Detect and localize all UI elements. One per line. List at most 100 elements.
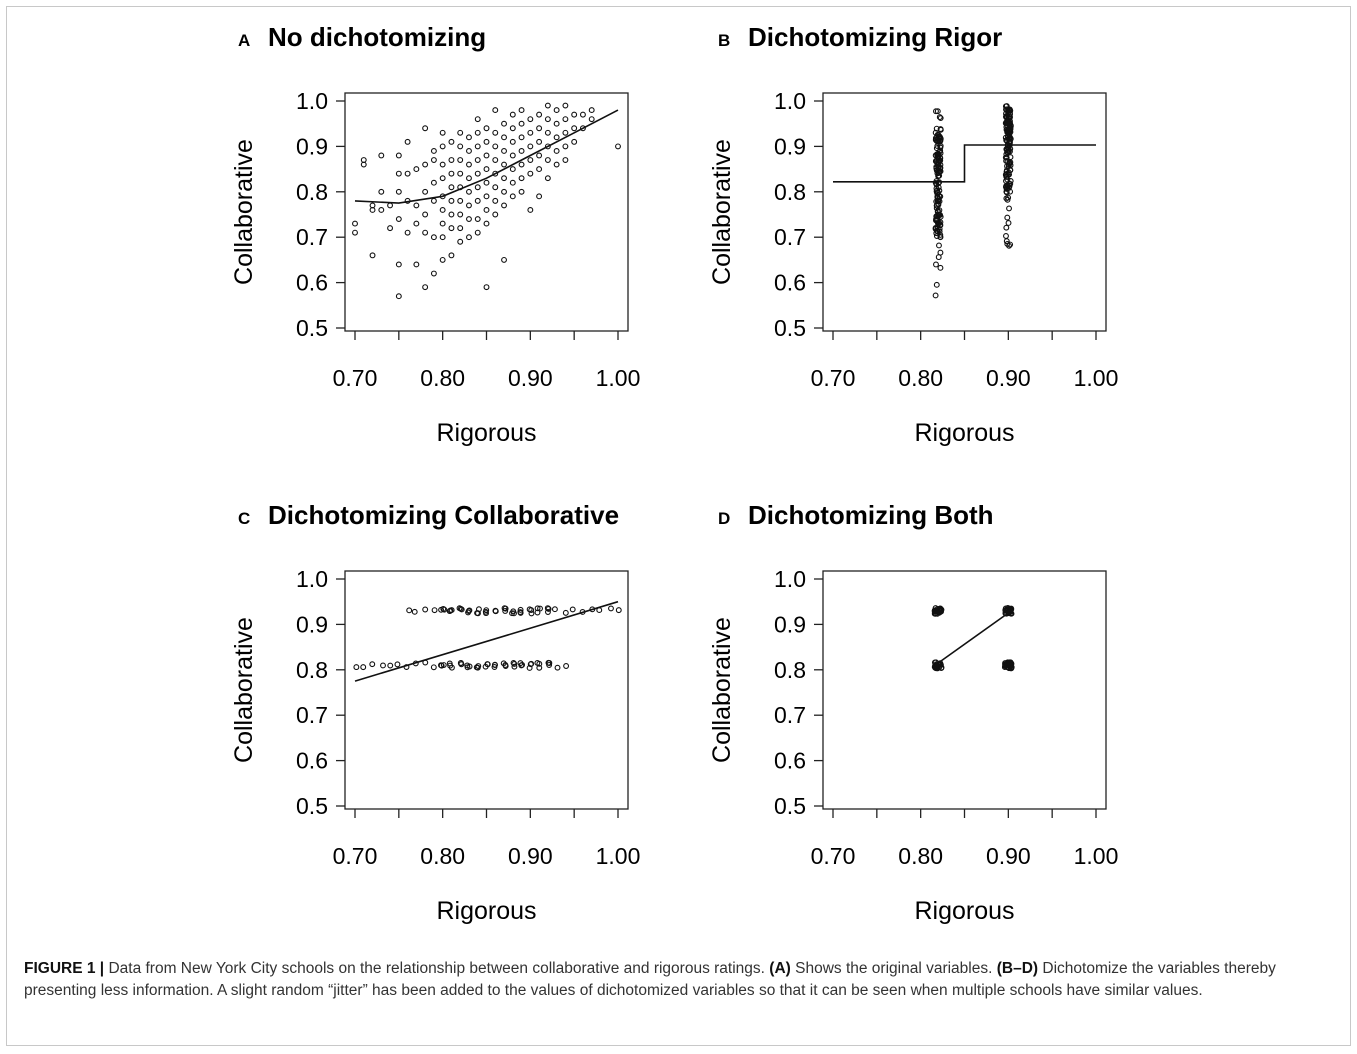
x-tick-label: 0.80	[898, 365, 943, 391]
data-point	[937, 233, 944, 240]
data-point	[1003, 137, 1010, 143]
caption-ref-bd: (B–D)	[996, 960, 1039, 977]
data-point	[395, 152, 402, 159]
data-point	[369, 661, 376, 668]
data-point	[1003, 151, 1010, 158]
data-point	[1003, 238, 1010, 245]
data-point	[430, 157, 437, 163]
data-point	[422, 606, 429, 613]
data-point	[932, 292, 939, 299]
data-point	[474, 170, 481, 177]
data-point	[509, 610, 516, 617]
data-point	[465, 608, 472, 615]
data-point	[1006, 160, 1013, 167]
y-tick-label: 0.8	[774, 657, 806, 683]
data-point	[934, 162, 941, 169]
data-point	[510, 660, 517, 666]
panel-title: Dichotomizing Both	[748, 500, 994, 530]
data-point	[439, 129, 446, 136]
data-point	[1005, 220, 1012, 226]
data-point	[537, 605, 543, 612]
data-point	[457, 143, 464, 150]
data-point	[474, 129, 481, 136]
data-point	[483, 138, 490, 145]
data-point	[553, 134, 560, 141]
data-point	[395, 293, 402, 300]
data-point	[509, 166, 516, 173]
step-line	[833, 144, 1096, 183]
x-axis-label: Rigorous	[914, 419, 1014, 447]
data-point	[422, 188, 429, 195]
data-point	[474, 610, 481, 616]
data-point	[473, 664, 480, 671]
y-tick-label: 0.8	[296, 179, 328, 205]
panel-letter: B	[718, 31, 730, 50]
data-point	[553, 107, 560, 114]
data-point	[483, 207, 490, 213]
data-point	[936, 228, 943, 235]
data-point	[932, 129, 939, 136]
y-tick-label: 0.9	[774, 611, 806, 637]
data-point	[457, 170, 464, 177]
data-point	[518, 175, 525, 182]
data-point	[518, 188, 525, 195]
data-point	[518, 107, 525, 114]
data-point	[536, 125, 543, 132]
data-point	[430, 179, 437, 186]
data-point	[474, 143, 481, 150]
panel-title: Dichotomizing Rigor	[748, 22, 1002, 52]
data-point	[518, 161, 525, 168]
data-point	[466, 175, 472, 182]
data-point	[933, 216, 940, 223]
data-point	[517, 609, 524, 615]
data-point	[517, 606, 524, 613]
panel-letter: D	[718, 509, 730, 528]
x-tick-label: 0.70	[333, 843, 378, 869]
data-point	[1005, 194, 1012, 201]
data-point	[439, 220, 446, 227]
data-points	[352, 102, 621, 300]
y-tick-label: 0.6	[774, 270, 806, 296]
y-tick-label: 0.7	[774, 224, 806, 250]
data-point	[511, 663, 518, 670]
x-tick-label: 1.00	[596, 843, 641, 869]
y-axis-label: Collaborative	[230, 617, 258, 763]
data-point	[474, 197, 481, 204]
y-tick-label: 0.5	[774, 315, 806, 341]
y-tick-label: 0.7	[774, 702, 806, 728]
plot-frame	[344, 570, 629, 810]
data-point	[534, 659, 541, 666]
panel-a: A No dichotomizing 0.5 0.6 0.7 0.8 0.9 1.0 0.70 0…	[230, 22, 640, 447]
data-point	[931, 610, 938, 617]
data-point	[483, 179, 490, 186]
data-point	[931, 607, 938, 614]
data-point	[936, 187, 943, 194]
data-point	[501, 147, 507, 154]
data-point	[484, 661, 491, 668]
data-point	[509, 125, 516, 132]
data-point	[448, 138, 455, 145]
panel-title: Dichotomizing Collaborative	[268, 500, 619, 530]
data-point	[483, 610, 489, 617]
data-point	[544, 609, 551, 615]
data-point	[492, 197, 499, 204]
data-point	[562, 157, 569, 163]
y-tick-label: 1.0	[774, 88, 806, 114]
data-point	[588, 116, 595, 123]
data-point	[466, 161, 472, 168]
x-tick-label: 0.70	[811, 843, 856, 869]
data-points	[931, 605, 1015, 672]
caption-text-1: Data from New York City schools on the r…	[104, 960, 770, 977]
data-point	[395, 261, 402, 268]
data-point	[448, 211, 455, 218]
data-point	[483, 193, 490, 200]
data-point	[527, 661, 534, 668]
data-point	[527, 143, 534, 150]
data-point	[544, 102, 551, 109]
data-point	[474, 229, 481, 236]
x-tick-label: 1.00	[1074, 365, 1119, 391]
data-point	[527, 116, 534, 123]
data-point	[571, 111, 578, 118]
panel-letter: A	[238, 31, 250, 50]
data-point	[404, 138, 411, 145]
